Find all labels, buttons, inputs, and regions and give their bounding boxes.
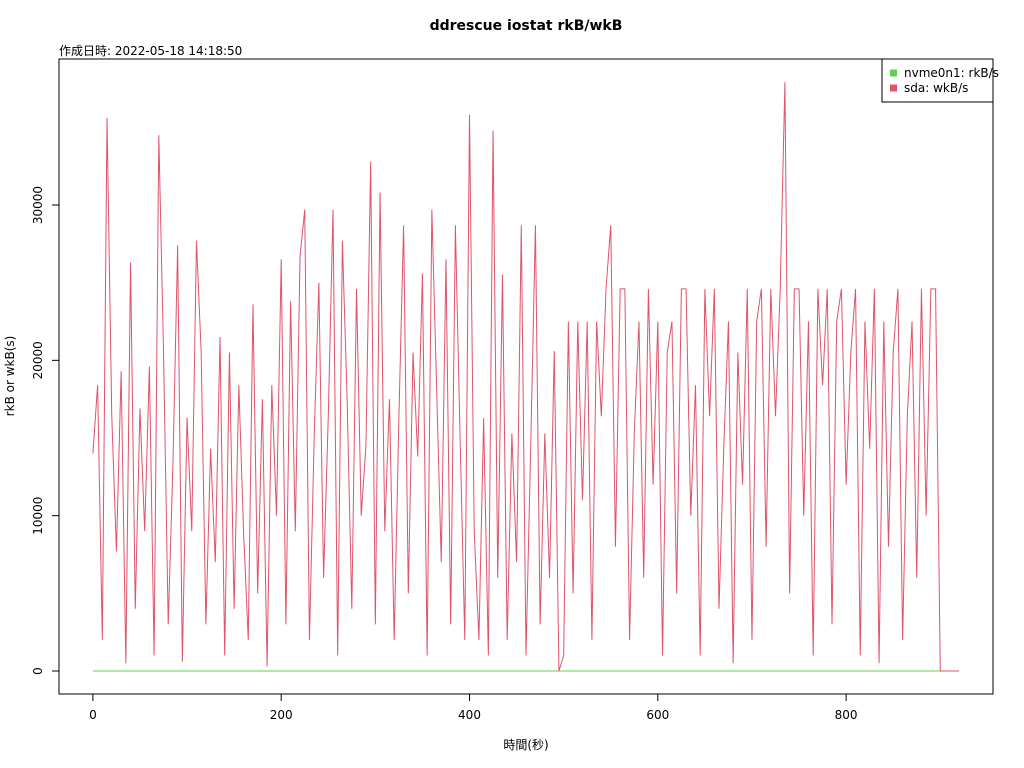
- y-tick-label: 10000: [31, 497, 45, 535]
- y-axis-label: rkB or wkB(s): [3, 336, 17, 417]
- legend-box: [881, 58, 994, 103]
- legend-label: nvme0n1: rkB/s: [904, 66, 999, 80]
- x-tick-label: 0: [89, 708, 97, 722]
- y-tick-label: 0: [31, 667, 45, 675]
- chart-title: ddrescue iostat rkB/wkB: [430, 18, 623, 34]
- legend-swatch: [890, 69, 897, 77]
- plot-frame: [58, 58, 994, 695]
- series-line: [92, 82, 960, 672]
- y-tick-label: 20000: [31, 341, 45, 379]
- legend-swatch: [890, 84, 897, 92]
- x-tick-label: 400: [458, 708, 481, 722]
- x-tick-label: 600: [646, 708, 669, 722]
- x-axis-label: 時間(秒): [503, 738, 548, 752]
- x-tick-label: 200: [270, 708, 293, 722]
- subtitle: 作成日時: 2022-05-18 14:18:50: [59, 44, 242, 58]
- y-tick-label: 30000: [31, 186, 45, 224]
- x-tick-label: 800: [835, 708, 858, 722]
- legend-label: sda: wkB/s: [904, 81, 968, 95]
